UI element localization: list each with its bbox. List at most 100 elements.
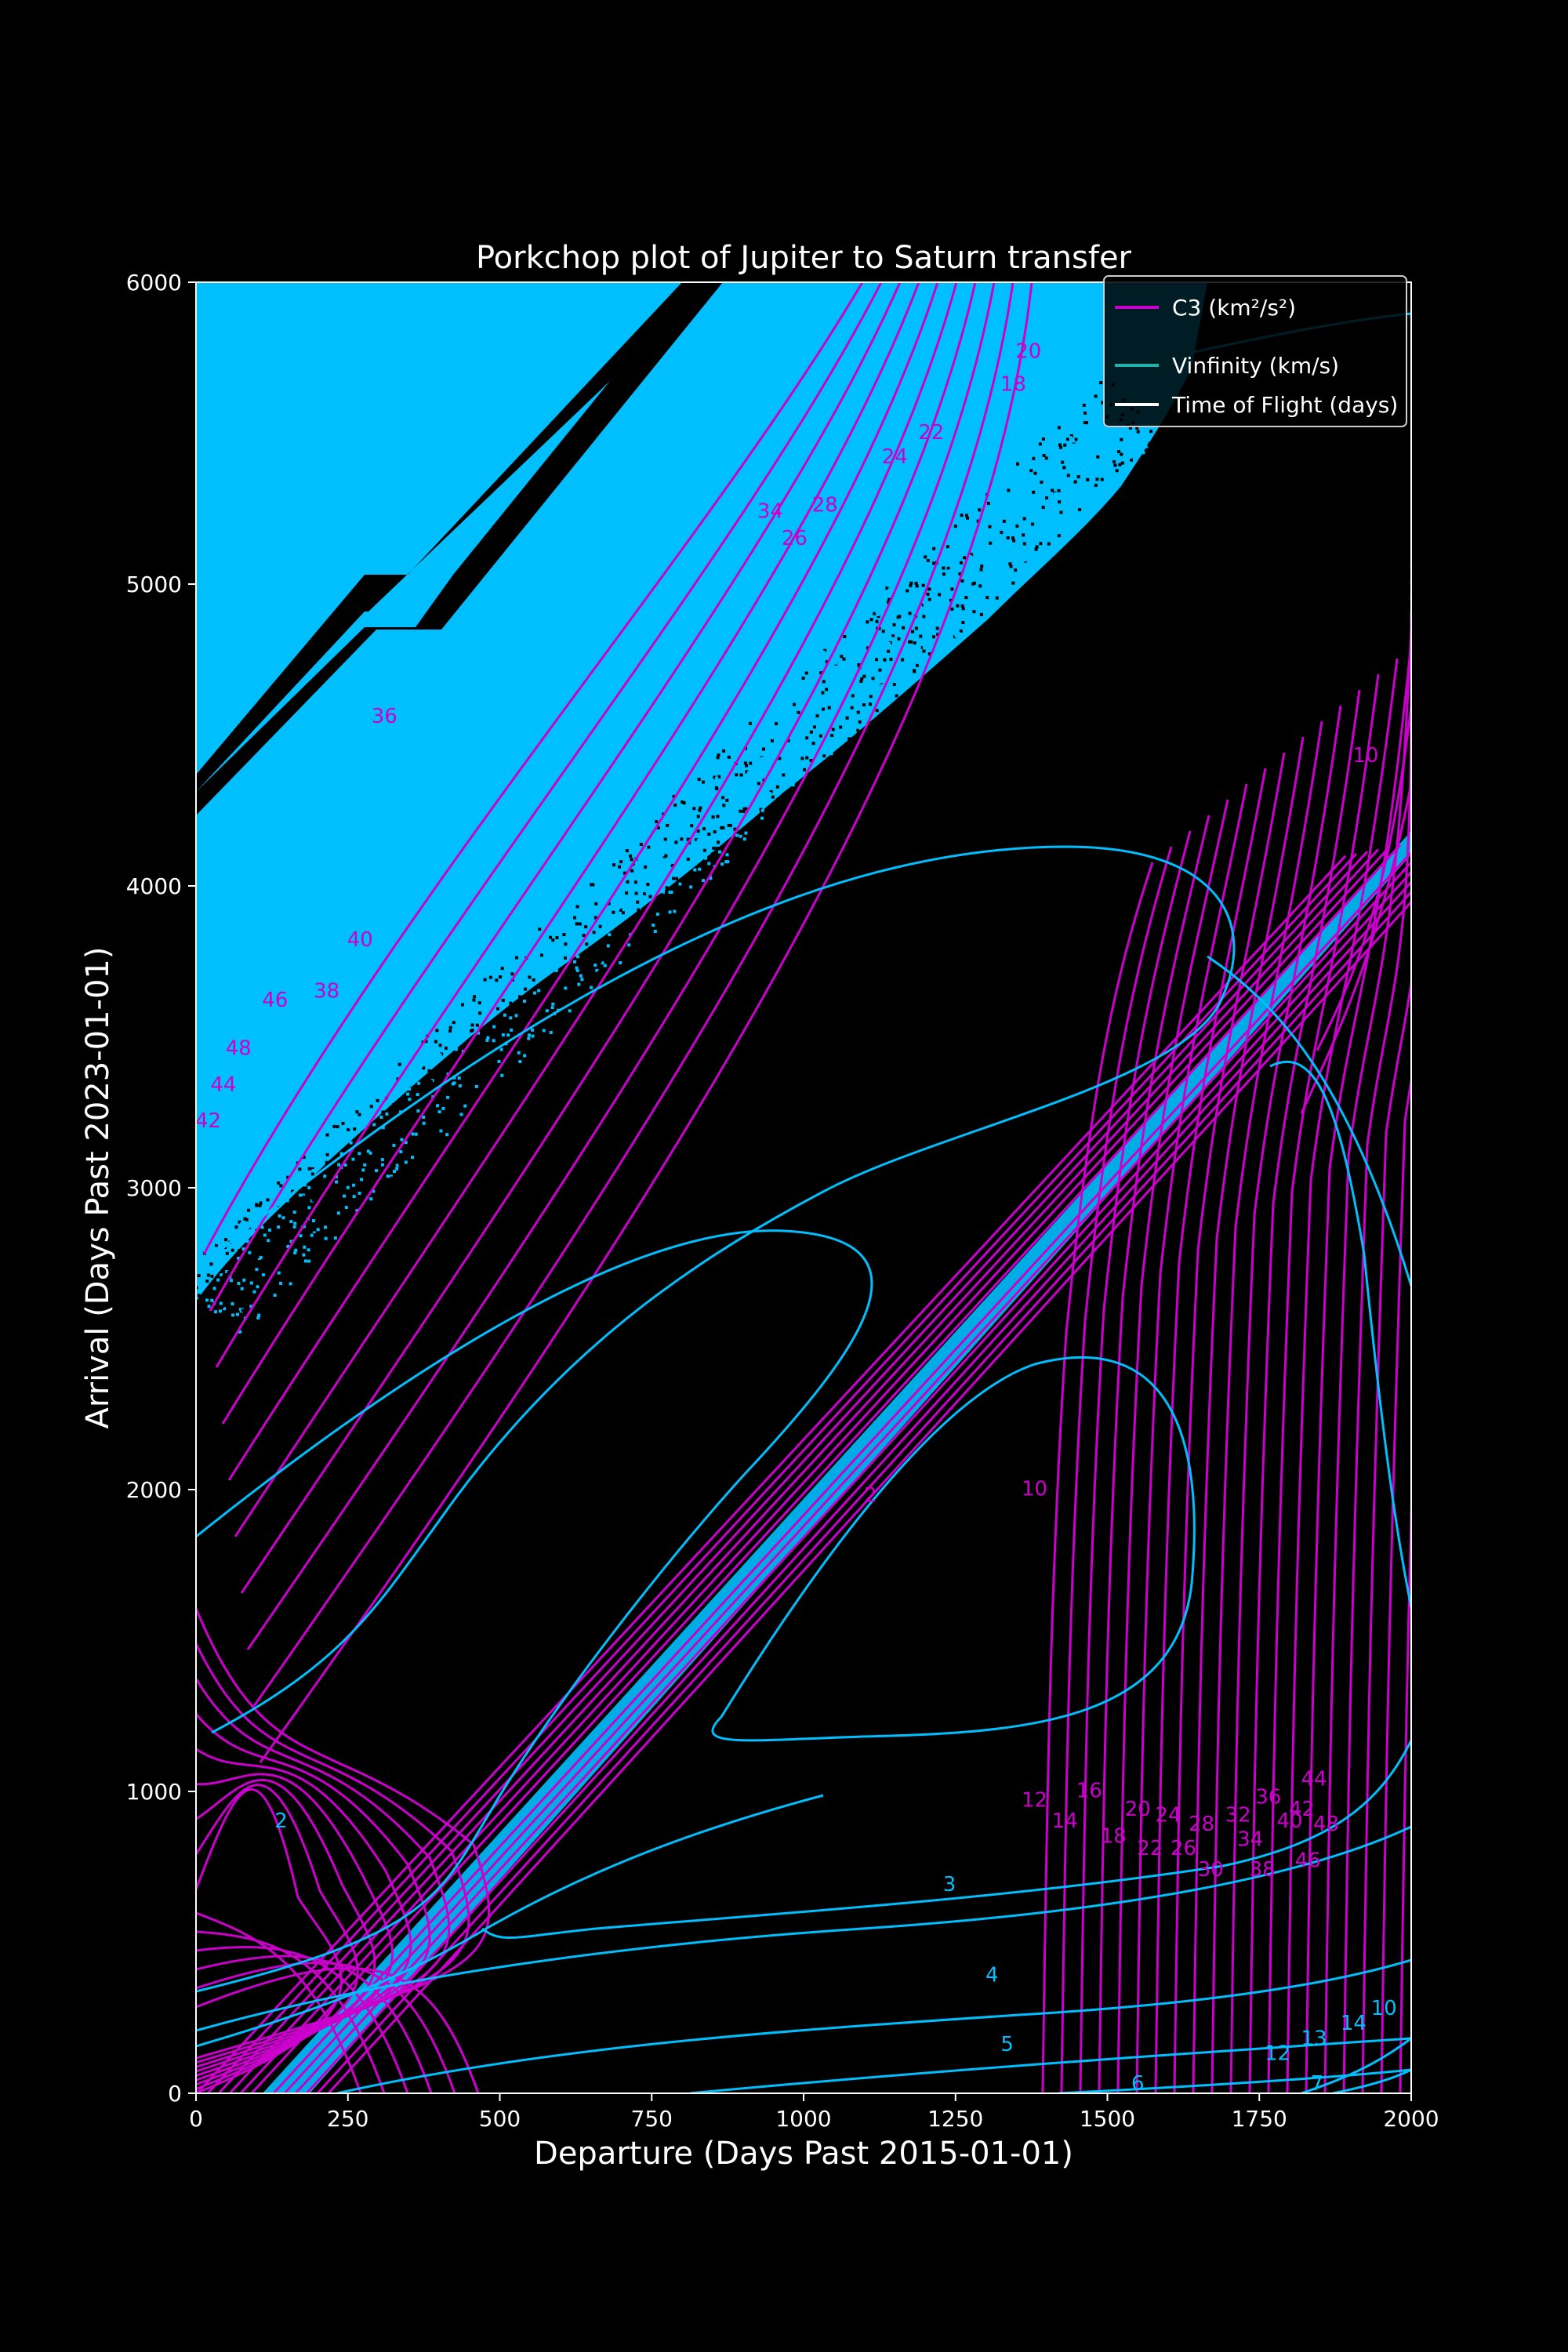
speckle xyxy=(298,1167,302,1171)
speckle xyxy=(557,1018,561,1022)
speckle xyxy=(562,933,566,937)
speckle xyxy=(979,612,983,616)
speckle xyxy=(241,1308,245,1312)
speckle xyxy=(475,1023,479,1027)
speckle xyxy=(590,985,593,989)
speckle xyxy=(207,1305,211,1308)
speckle xyxy=(206,1273,210,1277)
speckle xyxy=(768,729,772,733)
x-tick-label: 1500 xyxy=(1080,2106,1135,2132)
speckle xyxy=(510,972,514,976)
speckle xyxy=(210,1274,214,1278)
speckle xyxy=(759,808,763,811)
speckle xyxy=(1066,474,1070,477)
c3-valley-line xyxy=(239,846,1391,2093)
speckle xyxy=(739,773,743,777)
speckle xyxy=(292,1210,296,1214)
speckle xyxy=(214,1261,218,1265)
speckle xyxy=(267,1229,271,1232)
speckle xyxy=(1039,478,1043,482)
speckle xyxy=(619,908,622,912)
speckle xyxy=(1000,591,1004,595)
vinf-right-2 xyxy=(1269,1060,1411,1608)
speckle xyxy=(916,577,920,581)
speckle xyxy=(637,855,641,859)
speckle xyxy=(993,589,996,593)
speckle xyxy=(445,1016,449,1020)
speckle xyxy=(501,1033,505,1037)
speckle xyxy=(946,599,950,603)
speckle xyxy=(681,800,684,804)
speckle xyxy=(303,1210,307,1214)
speckle xyxy=(742,809,746,813)
speckle xyxy=(950,587,954,591)
speckle xyxy=(695,883,699,887)
y-tick-label: 2000 xyxy=(126,1477,182,1503)
speckle xyxy=(804,671,808,675)
speckle xyxy=(670,863,674,867)
speckle xyxy=(711,815,715,819)
speckle xyxy=(522,1000,526,1004)
speckle xyxy=(501,998,505,1002)
speckle xyxy=(791,793,795,797)
speckle xyxy=(376,1098,379,1102)
c3-contour-label: 18 xyxy=(1101,1824,1127,1848)
speckle xyxy=(679,830,683,834)
speckle xyxy=(213,1294,217,1298)
speckle xyxy=(297,1229,301,1232)
speckle xyxy=(1022,517,1026,521)
speckle xyxy=(324,1225,328,1229)
speckle xyxy=(382,1191,386,1195)
speckle xyxy=(363,1152,367,1156)
speckle xyxy=(240,1287,244,1290)
speckle xyxy=(806,740,810,744)
speckle xyxy=(619,891,622,895)
y-tick-label: 5000 xyxy=(126,572,182,597)
speckle xyxy=(822,754,826,758)
speckle xyxy=(909,584,913,588)
speckle xyxy=(722,749,726,753)
speckle xyxy=(727,755,731,759)
speckle xyxy=(831,728,835,731)
speckle xyxy=(749,761,753,765)
speckle xyxy=(242,1278,246,1282)
speckle xyxy=(598,959,602,963)
speckle xyxy=(970,553,974,557)
speckle xyxy=(959,561,963,564)
speckle xyxy=(927,597,931,601)
speckle xyxy=(633,839,637,843)
vinf-contour-label: 7 xyxy=(1311,2072,1324,2096)
speckle xyxy=(871,677,875,681)
speckle xyxy=(823,703,827,707)
speckle xyxy=(630,948,634,952)
speckle xyxy=(775,722,779,726)
speckle xyxy=(442,1075,446,1079)
c3-contour-label: 24 xyxy=(1155,1804,1181,1828)
speckle xyxy=(321,1225,325,1229)
speckle xyxy=(341,1121,345,1125)
speckle xyxy=(659,916,662,920)
speckle xyxy=(457,1076,461,1080)
c3-contour-label: 20 xyxy=(1015,339,1041,363)
speckle xyxy=(428,1038,432,1042)
speckle xyxy=(408,1087,412,1091)
speckle xyxy=(304,1259,308,1263)
speckle xyxy=(942,566,946,570)
speckle xyxy=(319,1154,323,1158)
speckle xyxy=(619,860,623,864)
c3-contour-label: 30 xyxy=(1198,1858,1224,1882)
speckle xyxy=(696,815,700,818)
vinf-contour-label: 3 xyxy=(943,1873,956,1896)
speckle xyxy=(519,1041,523,1045)
speckle xyxy=(859,680,863,684)
speckle xyxy=(324,1236,328,1240)
speckle xyxy=(660,920,664,924)
speckle xyxy=(412,1066,416,1070)
speckle xyxy=(454,1051,458,1054)
speckle xyxy=(1008,562,1012,566)
speckle xyxy=(775,785,779,789)
speckle xyxy=(390,1070,394,1074)
speckle xyxy=(401,1159,405,1163)
speckle xyxy=(557,957,561,961)
y-tick-label: 4000 xyxy=(126,873,182,899)
